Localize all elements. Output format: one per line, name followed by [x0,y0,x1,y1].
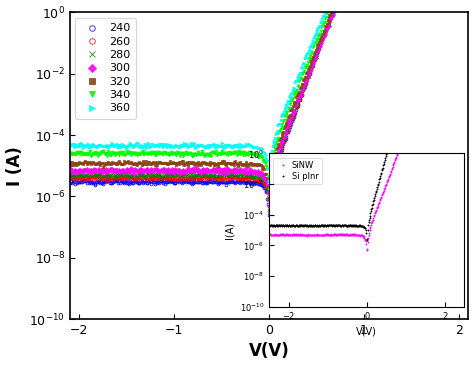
280 [335,1,340,5]
240 [465,1,471,5]
340 [283,110,289,114]
340 [330,1,336,5]
Line: 260: 260 [69,2,470,212]
Line: 240: 240 [69,2,470,217]
300 [457,1,463,5]
320 [266,195,272,200]
360 [267,179,273,184]
Line: 340: 340 [69,2,470,191]
340 [67,153,73,157]
360 [465,1,471,5]
280 [283,129,289,134]
260 [334,1,339,5]
280 [457,1,463,5]
360 [283,102,289,107]
Y-axis label: I (A): I (A) [6,146,24,186]
340 [395,1,401,5]
260 [256,178,262,182]
260 [457,1,463,5]
300 [335,1,340,5]
240 [67,181,73,185]
360 [457,1,463,5]
260 [283,131,289,135]
280 [67,173,73,178]
320 [259,164,264,169]
340 [465,1,471,5]
320 [395,1,401,5]
340 [259,155,264,159]
Legend: 240, 260, 280, 300, 320, 340, 360: 240, 260, 280, 300, 320, 340, 360 [75,18,136,119]
360 [256,146,262,150]
240 [283,135,289,139]
Line: 280: 280 [69,2,470,209]
300 [67,167,73,171]
340 [256,154,262,159]
320 [465,1,471,5]
Line: 300: 300 [69,2,470,207]
260 [395,1,401,5]
280 [266,206,272,210]
320 [67,163,73,167]
320 [256,162,262,166]
360 [305,51,311,56]
240 [256,182,262,186]
280 [465,1,471,5]
260 [305,75,311,79]
320 [283,121,289,125]
320 [305,67,311,72]
320 [457,1,463,5]
240 [266,213,272,217]
320 [333,1,339,5]
300 [305,71,311,76]
280 [259,175,264,179]
300 [259,171,264,175]
360 [327,1,332,5]
280 [305,74,311,79]
340 [305,60,311,64]
260 [266,209,272,213]
300 [256,172,262,176]
360 [67,144,73,148]
240 [259,182,264,187]
240 [395,1,401,5]
300 [465,1,471,5]
Line: 320: 320 [69,2,470,199]
340 [267,187,273,191]
360 [259,146,264,151]
280 [256,175,262,179]
240 [331,1,337,5]
X-axis label: V(V): V(V) [249,343,290,361]
340 [457,1,463,5]
300 [266,203,272,208]
260 [259,179,264,184]
260 [465,1,471,5]
Line: 360: 360 [69,2,470,183]
240 [305,74,311,79]
280 [395,1,401,5]
360 [395,1,401,5]
300 [395,1,401,5]
300 [283,125,289,129]
240 [457,1,463,5]
260 [67,175,73,179]
